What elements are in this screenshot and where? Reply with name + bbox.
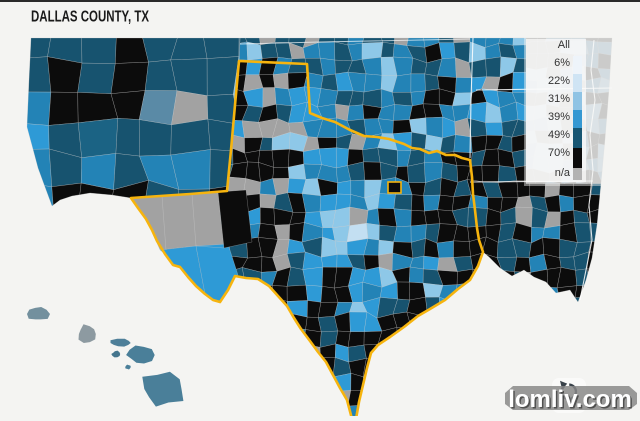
svg-text:22%: 22% bbox=[548, 75, 570, 87]
svg-text:49%: 49% bbox=[548, 129, 570, 141]
svg-text:70%: 70% bbox=[548, 147, 570, 159]
svg-text:n/a: n/a bbox=[555, 167, 571, 179]
svg-text:DALLAS COUNTY, TX: DALLAS COUNTY, TX bbox=[31, 9, 149, 26]
svg-text:31%: 31% bbox=[548, 93, 570, 105]
svg-text:All: All bbox=[558, 39, 570, 51]
svg-text:lomliv.com: lomliv.com bbox=[508, 386, 632, 413]
svg-text:6%: 6% bbox=[554, 57, 570, 69]
svg-text:39%: 39% bbox=[548, 111, 570, 123]
svg-text:lomliv.com: lomliv.com bbox=[510, 388, 634, 415]
